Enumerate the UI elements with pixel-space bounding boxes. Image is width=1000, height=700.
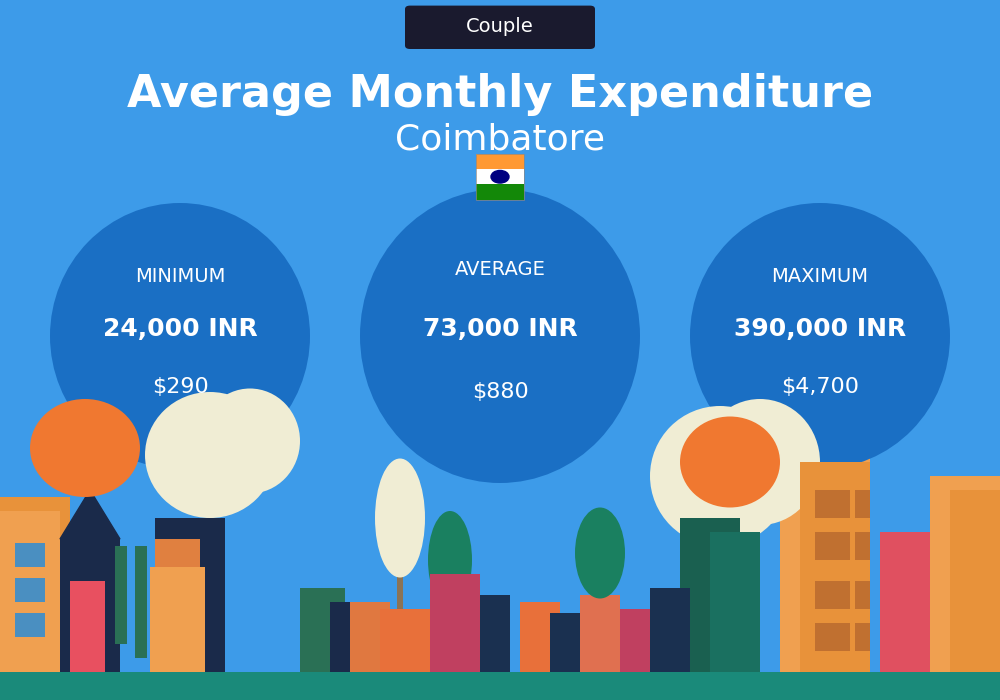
Ellipse shape [375, 458, 425, 578]
Ellipse shape [200, 389, 300, 494]
Bar [455, 574, 480, 672]
Bar [950, 490, 1000, 672]
Bar [780, 448, 870, 672]
Bar [330, 602, 370, 672]
Bar [476, 184, 524, 199]
Text: MINIMUM: MINIMUM [135, 267, 225, 286]
Bar [460, 595, 510, 672]
Bar [155, 518, 225, 672]
Text: Coimbatore: Coimbatore [395, 123, 605, 157]
Bar [650, 588, 690, 672]
Bar [0, 672, 1000, 700]
Ellipse shape [690, 203, 950, 469]
Bar [380, 609, 430, 672]
Ellipse shape [680, 416, 780, 508]
Bar [60, 539, 120, 672]
Bar [150, 567, 205, 672]
Bar [815, 532, 850, 560]
Ellipse shape [145, 392, 275, 518]
Bar [930, 476, 1000, 672]
Circle shape [491, 171, 509, 183]
Bar [15, 612, 45, 637]
Bar [430, 574, 455, 672]
Bar [397, 518, 403, 672]
Text: $880: $880 [472, 382, 528, 402]
Bar [70, 581, 105, 672]
Ellipse shape [428, 511, 472, 609]
Bar [0, 511, 60, 672]
Bar [815, 623, 850, 651]
FancyBboxPatch shape [405, 6, 595, 49]
Bar [300, 588, 345, 672]
Text: MAXIMUM: MAXIMUM [772, 267, 868, 286]
Bar [476, 154, 524, 169]
Text: AVERAGE: AVERAGE [455, 260, 545, 279]
Polygon shape [60, 490, 120, 539]
Bar [855, 490, 870, 518]
Bar [115, 546, 127, 644]
Ellipse shape [650, 406, 790, 546]
Bar [815, 581, 850, 609]
Bar [350, 602, 390, 672]
Bar [710, 532, 760, 672]
Bar [620, 609, 665, 672]
Bar [135, 546, 147, 658]
Bar [880, 532, 930, 672]
Bar [520, 602, 560, 672]
Text: 24,000 INR: 24,000 INR [103, 317, 257, 342]
Bar [580, 595, 620, 672]
Bar [855, 532, 870, 560]
Text: 390,000 INR: 390,000 INR [734, 317, 906, 342]
Bar [0, 497, 70, 672]
Text: Couple: Couple [466, 17, 534, 36]
Ellipse shape [360, 189, 640, 483]
Bar [476, 154, 524, 199]
Ellipse shape [575, 508, 625, 598]
Bar [680, 518, 740, 672]
Text: 73,000 INR: 73,000 INR [423, 316, 577, 341]
Bar [800, 462, 870, 672]
Bar [855, 581, 870, 609]
Text: $290: $290 [152, 377, 208, 396]
Bar [15, 578, 45, 602]
Ellipse shape [30, 399, 140, 497]
Bar [815, 490, 850, 518]
Text: $4,700: $4,700 [781, 377, 859, 396]
Bar [155, 539, 200, 567]
Ellipse shape [700, 399, 820, 525]
Ellipse shape [50, 203, 310, 469]
Text: Average Monthly Expenditure: Average Monthly Expenditure [127, 73, 873, 116]
Bar [476, 169, 524, 184]
Bar [15, 542, 45, 567]
Bar [550, 612, 585, 672]
Bar [855, 623, 870, 651]
